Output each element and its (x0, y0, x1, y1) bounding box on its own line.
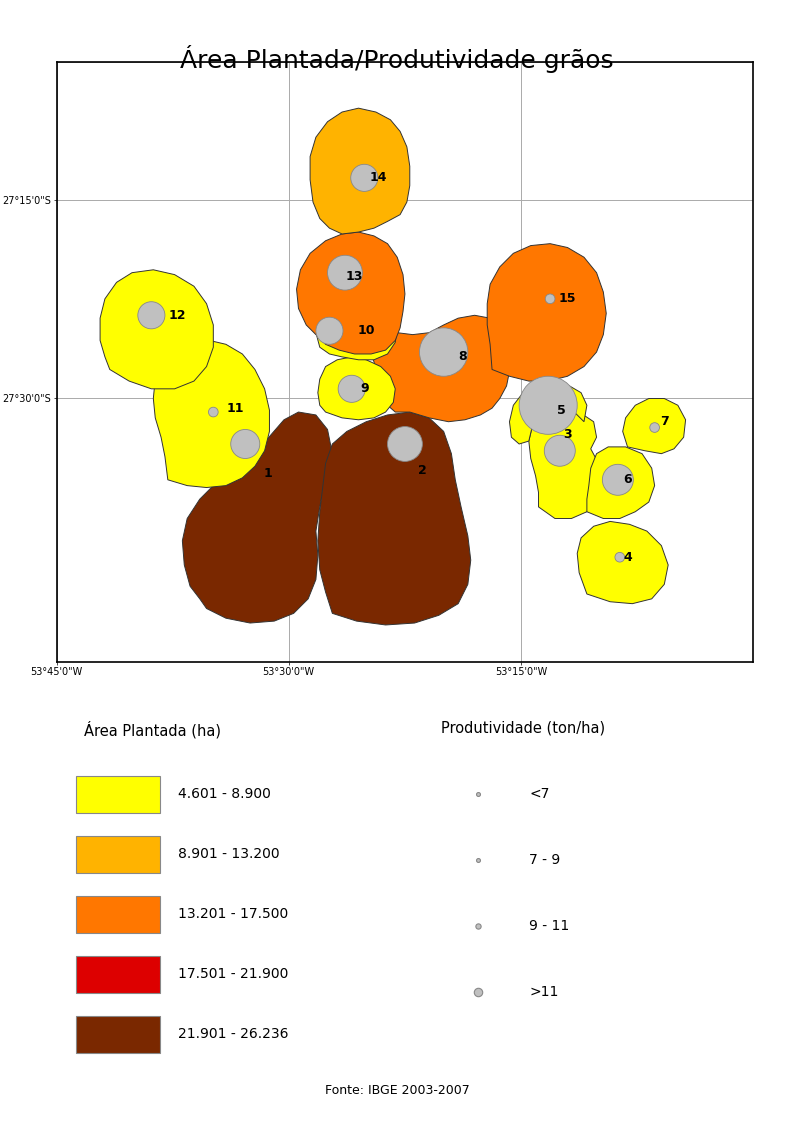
Polygon shape (510, 383, 587, 444)
Text: <7: <7 (529, 788, 549, 801)
Text: 12: 12 (169, 309, 187, 322)
Text: 8: 8 (459, 350, 468, 364)
Text: 4: 4 (623, 551, 632, 563)
Circle shape (545, 294, 555, 304)
Circle shape (138, 302, 165, 329)
Circle shape (419, 328, 468, 376)
Text: 17.501 - 21.900: 17.501 - 21.900 (179, 967, 289, 981)
Circle shape (649, 423, 660, 432)
Polygon shape (296, 232, 405, 353)
Circle shape (603, 465, 634, 495)
Text: Área Plantada/Produtividade grãos: Área Plantada/Produtividade grãos (180, 45, 614, 73)
Text: 1: 1 (263, 467, 272, 479)
Text: 8.901 - 13.200: 8.901 - 13.200 (179, 847, 280, 862)
Text: 9: 9 (360, 383, 368, 395)
Circle shape (327, 256, 362, 291)
Polygon shape (488, 243, 607, 381)
Text: 13.201 - 17.500: 13.201 - 17.500 (179, 908, 289, 921)
Polygon shape (316, 296, 397, 360)
Point (472, 983, 484, 1001)
Circle shape (351, 164, 378, 192)
Polygon shape (529, 408, 600, 518)
Polygon shape (100, 269, 214, 389)
Text: Fonte: IBGE 2003-2007: Fonte: IBGE 2003-2007 (325, 1084, 469, 1097)
Circle shape (338, 375, 365, 403)
FancyBboxPatch shape (76, 895, 160, 932)
Circle shape (545, 435, 576, 467)
Text: 15: 15 (559, 293, 576, 305)
Polygon shape (310, 108, 410, 234)
Polygon shape (587, 447, 654, 518)
Polygon shape (183, 412, 333, 623)
Polygon shape (318, 357, 395, 420)
FancyBboxPatch shape (76, 775, 160, 812)
FancyBboxPatch shape (76, 1015, 160, 1052)
Circle shape (316, 318, 343, 344)
Circle shape (615, 552, 625, 562)
Polygon shape (153, 340, 269, 488)
FancyBboxPatch shape (76, 956, 160, 993)
Text: 4.601 - 8.900: 4.601 - 8.900 (179, 788, 272, 801)
Circle shape (387, 426, 422, 461)
Polygon shape (622, 398, 685, 453)
Circle shape (209, 407, 218, 417)
Circle shape (231, 430, 260, 459)
Text: 6: 6 (623, 473, 632, 486)
Text: 7: 7 (660, 415, 669, 429)
Text: 9 - 11: 9 - 11 (529, 919, 569, 932)
Point (472, 917, 484, 935)
Text: 2: 2 (418, 463, 426, 477)
Text: Área Plantada (ha): Área Plantada (ha) (83, 720, 221, 738)
Text: >11: >11 (529, 985, 558, 999)
Text: 7 - 9: 7 - 9 (529, 853, 561, 867)
Polygon shape (318, 412, 471, 625)
Circle shape (519, 376, 577, 434)
Text: 14: 14 (369, 172, 387, 184)
Polygon shape (358, 305, 510, 422)
FancyBboxPatch shape (76, 836, 160, 873)
Text: 10: 10 (357, 324, 375, 338)
Point (472, 850, 484, 868)
Text: 21.901 - 26.236: 21.901 - 26.236 (179, 1027, 289, 1041)
Text: 11: 11 (227, 402, 245, 415)
Text: 13: 13 (346, 270, 364, 283)
Text: 3: 3 (563, 427, 572, 441)
Text: 5: 5 (557, 404, 566, 416)
Point (472, 785, 484, 803)
Text: Produtividade (ton/ha): Produtividade (ton/ha) (441, 720, 606, 736)
Polygon shape (577, 522, 669, 604)
